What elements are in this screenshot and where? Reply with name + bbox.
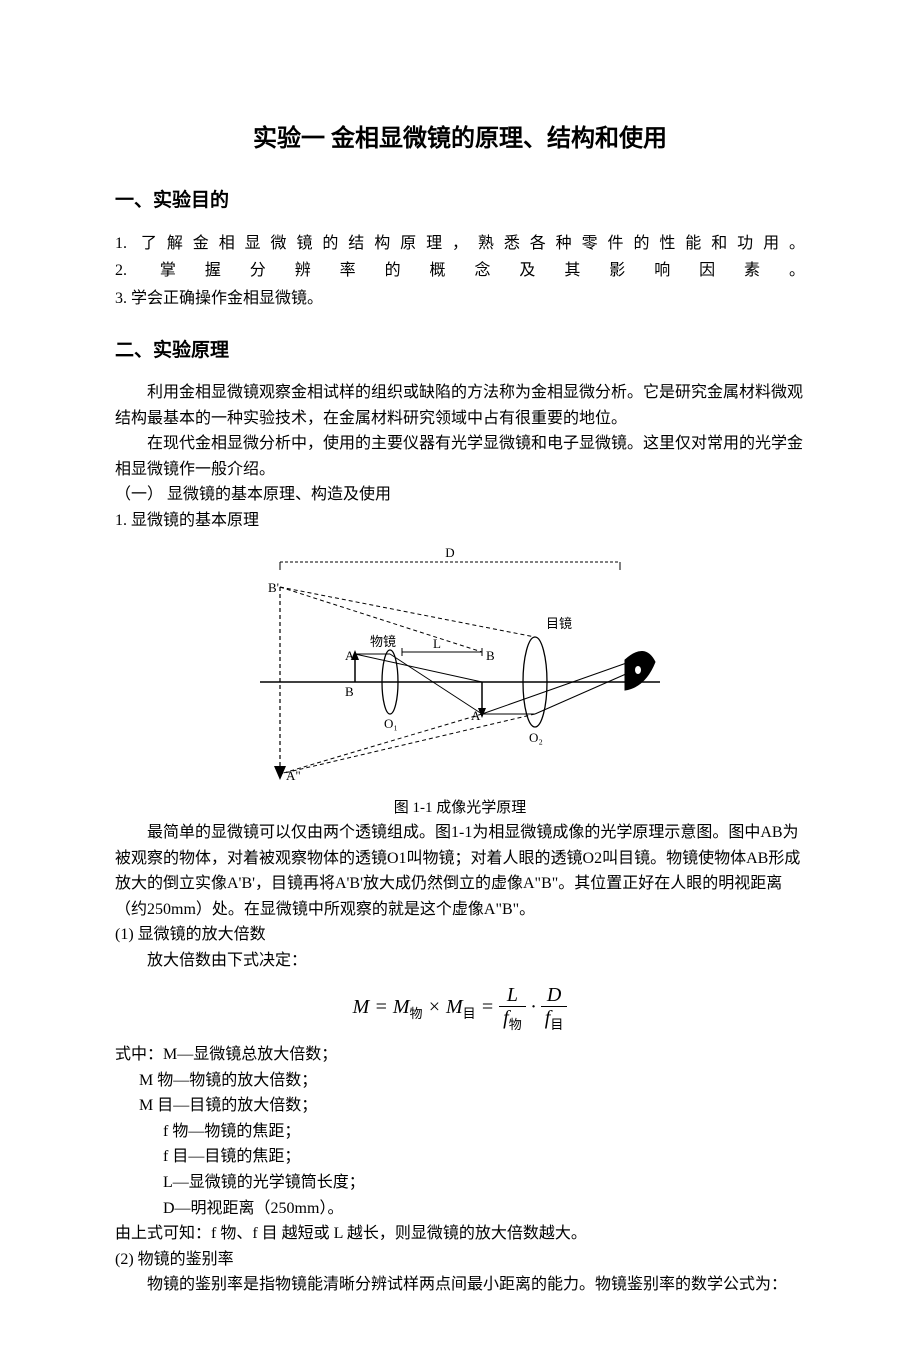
formula-fmu-sub: 目 [550,1017,563,1032]
item2-para: 物镜的鉴别率是指物镜能清晰分辨试样两点间最小距离的能力。物镜鉴别率的数学公式为： [115,1272,805,1298]
label-B2: B' [268,580,279,595]
sec2-para2: 在现代金相显微分析中，使用的主要仪器有光学显微镜和电子显微镜。这里仅对常用的光学… [115,431,805,482]
formula-fwu-sub: 物 [509,1017,522,1032]
item1-line: 放大倍数由下式决定： [115,948,805,974]
formula-dot: · [526,995,541,1017]
formula-times: × M [423,995,463,1017]
svg-text:B: B [486,648,495,663]
desc5: f 目—目镜的焦距； [163,1144,805,1170]
figure-caption: 图 1-1 成像光学原理 [115,796,805,820]
sec2-sub1-1: 1. 显微镜的基本原理 [115,508,805,534]
formula-M: M = M [353,995,410,1017]
label-B: B [345,684,354,699]
sec2-para1: 利用金相显微镜观察金相试样的组织或缺陷的方法称为金相显微分析。它是研究金属材料微… [115,380,805,431]
conclusion: 由上式可知：f 物、f 目 越短或 L 越长，则显微镜的放大倍数越大。 [115,1221,805,1247]
label-wujing: 物镜 [370,634,396,649]
sec1-line3: 3. 学会正确操作金相显微镜。 [115,286,805,312]
desc3: M 目—目镜的放大倍数； [139,1093,805,1119]
sec1-line2: 2. 掌握分辨率的概念及其影响因素。 [115,258,805,284]
item1-heading: (1) 显微镜的放大倍数 [115,922,805,948]
label-mujing: 目镜 [546,616,572,631]
section2-heading: 二、实验原理 [115,336,805,366]
sec2-para3: 最简单的显微镜可以仅由两个透镜组成。图1-1为相显微镜成像的光学原理示意图。图中… [115,820,805,922]
formula-desc-intro: 式中：M—显微镜总放大倍数； [115,1042,805,1068]
item2-heading: (2) 物镜的鉴别率 [115,1247,805,1273]
section1-heading: 一、实验目的 [115,186,805,216]
desc6: L—显微镜的光学镜筒长度； [163,1170,805,1196]
formula-sub-mu: 目 [463,1005,476,1020]
optics-diagram: D B' A" A B O₁ 物镜 L A' B O₂ 目镜 [250,542,670,792]
figure-container: D B' A" A B O₁ 物镜 L A' B O₂ 目镜 [115,542,805,801]
page-title: 实验一 金相显微镜的原理、结构和使用 [115,120,805,158]
formula-equals: = [476,995,500,1017]
label-L: L [433,636,441,651]
desc7: D—明视距离（250mm）。 [163,1196,805,1222]
label-D: D [445,545,454,560]
label-O1: O₁ [384,716,398,731]
desc2: M 物—物镜的放大倍数； [139,1068,805,1094]
desc4: f 物—物镜的焦距； [163,1119,805,1145]
sec2-sub1-heading: （一） 显微镜的基本原理、构造及使用 [115,482,805,508]
label-O2: O₂ [529,730,543,745]
label-A: A [345,648,355,663]
formula-D: D [541,984,568,1007]
formula-sub-wu: 物 [409,1005,422,1020]
sec1-line1: 1. 了解金相显微镜的结构原理，熟悉各种零件的性能和功用。 [115,231,805,257]
formula-L: L [499,984,526,1007]
magnification-formula: M = M物 × M目 = Lf物 · Df目 [115,984,805,1032]
